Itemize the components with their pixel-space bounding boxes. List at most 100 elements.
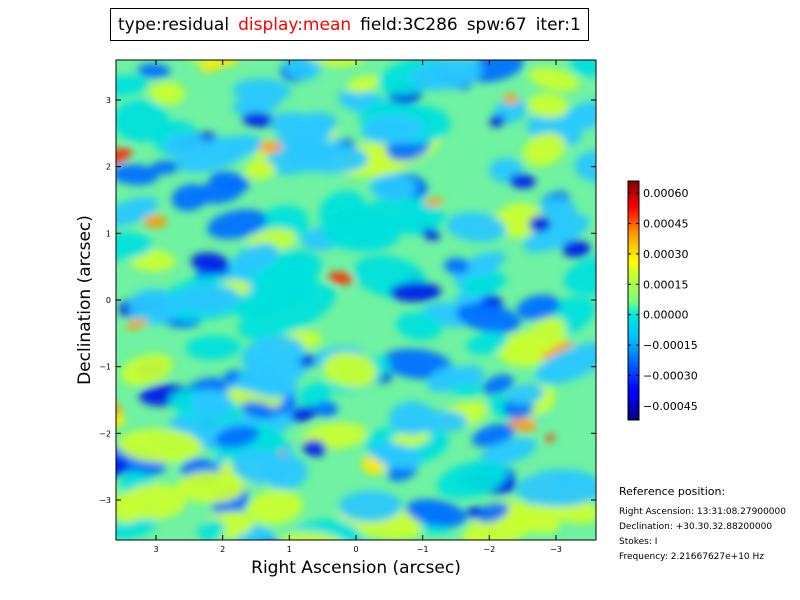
residual-blob: [143, 215, 168, 228]
residual-blob: [116, 148, 132, 164]
colorbar-tick-label: 0.00015: [643, 278, 689, 291]
residual-blob: [444, 257, 470, 275]
residual-blob: [456, 302, 521, 334]
residual-blob: [126, 318, 148, 330]
residual-blob: [482, 374, 514, 395]
residual-blob: [328, 272, 354, 285]
residual-blob: [421, 228, 441, 241]
residual-blob: [116, 75, 149, 97]
residual-blob: [388, 401, 436, 435]
residual-blob: [466, 60, 524, 83]
residual-blob: [207, 209, 268, 240]
residual-blob: [243, 160, 276, 180]
residual-blob: [238, 283, 336, 340]
residual-blob: [406, 499, 468, 527]
residual-blob: [395, 312, 442, 341]
residual-blob: [220, 134, 263, 157]
y-tick-label: 3: [106, 96, 111, 105]
residual-blob: [457, 365, 485, 386]
plot-title-box: type:residual display:mean field:3C286 s…: [110, 8, 589, 41]
title-field: field:3C286: [360, 14, 458, 35]
colorbar: 0.00060 0.00045 0.00030 0.00015 0.00000 −0.00…: [627, 180, 698, 421]
residual-blob: [285, 140, 369, 174]
residual-blob: [446, 212, 507, 243]
residual-blob: [210, 171, 250, 193]
residual-blob: [232, 78, 291, 103]
residual-blob: [509, 417, 538, 432]
x-tick-label: 2: [220, 545, 225, 554]
residual-blob: [249, 373, 295, 398]
residual-blob: [270, 112, 332, 144]
residual-blob: [361, 114, 425, 145]
residual-blob: [190, 389, 233, 419]
residual-blob: [116, 197, 159, 227]
residual-blob: [389, 281, 442, 303]
residual-blob: [128, 288, 179, 325]
residual-blob: [116, 457, 128, 479]
residual-blob: [241, 335, 306, 373]
residual-blob: [522, 132, 566, 167]
colorbar-tick-label: −0.00045: [643, 400, 698, 413]
residual-blob: [149, 160, 181, 175]
residual-blobs: [116, 60, 596, 540]
residual-blob: [544, 434, 555, 442]
residual-blob: [214, 425, 260, 449]
residual-blob: [458, 251, 506, 278]
y-tick-label: −3: [99, 496, 111, 505]
residual-blob: [185, 335, 241, 360]
residual-blob: [137, 63, 171, 79]
residual-blob: [471, 423, 515, 447]
residual-blob: [528, 67, 580, 92]
x-tick-label: 0: [353, 545, 358, 554]
residual-blob: [190, 252, 230, 274]
title-iter: iter:1: [535, 14, 581, 35]
title-spw: spw:67: [466, 14, 527, 35]
x-tick-label: −3: [550, 545, 562, 554]
residual-blob: [489, 114, 505, 128]
residual-blob: [116, 232, 153, 260]
colorbar-tick-label: 0.00000: [643, 309, 689, 322]
residual-blob: [540, 197, 577, 221]
residual-blob: [461, 272, 507, 296]
x-tick-label: 1: [287, 545, 292, 554]
x-axis: 3 2 1 0 −1 −2 −3: [153, 60, 562, 554]
residual-blob: [247, 489, 303, 525]
residual-blob: [262, 455, 308, 490]
residual-blob: [149, 81, 186, 105]
residual-blob: [466, 331, 508, 355]
residual-blob: [516, 469, 596, 507]
colorbar-tick-label: 0.00045: [643, 218, 689, 231]
residual-blob: [242, 257, 322, 302]
residual-blob: [528, 215, 551, 233]
residual-blob: [116, 99, 169, 143]
y-axis-label: Declination (arcsec): [75, 215, 95, 385]
residual-blob: [562, 101, 596, 131]
y-tick-label: −1: [99, 363, 111, 372]
residual-blob: [527, 317, 567, 347]
title-display[interactable]: display:mean: [238, 14, 352, 35]
residual-blob: [174, 284, 241, 314]
residual-blob: [561, 240, 591, 258]
residual-blob: [286, 519, 362, 540]
residual-blob: [314, 401, 338, 418]
image-area[interactable]: [89, 32, 648, 568]
x-tick-label: −2: [483, 545, 495, 554]
residual-blob: [298, 382, 332, 408]
residual-blob: [198, 519, 226, 540]
colorbar-tick-label: −0.00030: [643, 369, 698, 382]
residual-blob: [517, 508, 560, 534]
residual-blob: [347, 75, 379, 93]
residual-blob: [574, 150, 596, 183]
title-type: type:residual: [118, 14, 230, 35]
residual-blob: [302, 439, 328, 457]
x-tick-label: −1: [417, 545, 429, 554]
residual-blob: [117, 428, 203, 463]
residual-blob: [382, 348, 452, 380]
residual-blob: [480, 438, 537, 466]
y-axis: 3 2 1 0 −1 −2 −3: [99, 96, 596, 505]
colorbar-tick-label: 0.00030: [643, 248, 689, 261]
residual-blob: [176, 471, 245, 504]
residual-blob: [199, 60, 223, 72]
residual-blob: [426, 365, 466, 393]
